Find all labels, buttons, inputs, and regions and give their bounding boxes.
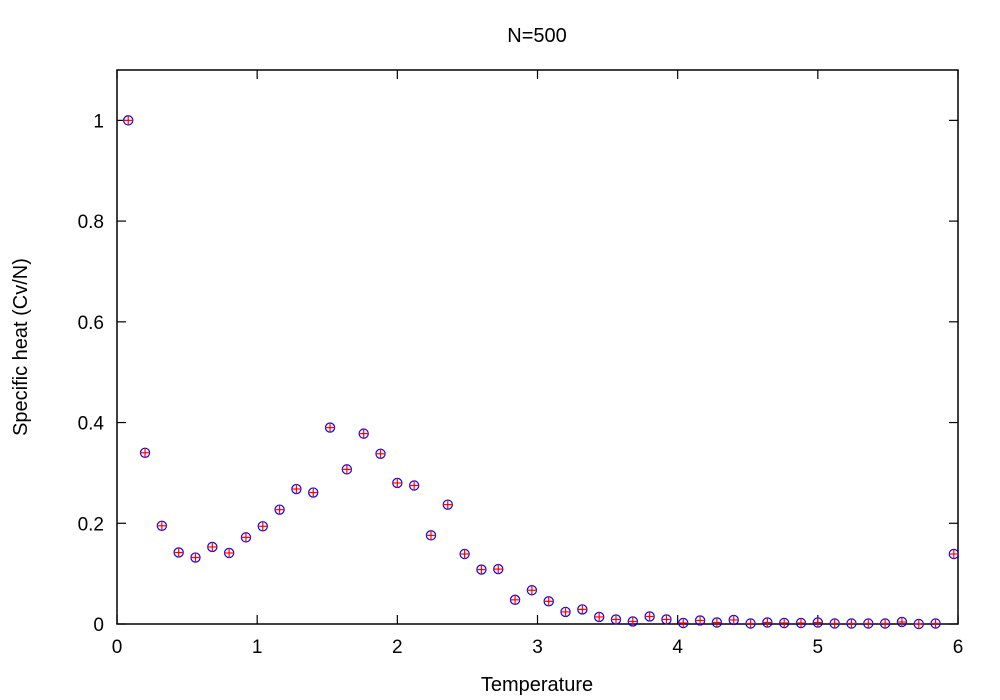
data-point — [577, 604, 588, 615]
data-point — [661, 614, 672, 625]
data-point — [123, 115, 134, 126]
data-point — [896, 616, 908, 628]
data-point — [627, 616, 639, 627]
data-point — [274, 504, 285, 515]
data-point — [829, 618, 840, 629]
y-axis-title: Specific heat (Cv/N) — [10, 258, 32, 436]
data-point — [863, 618, 874, 629]
data-point — [291, 483, 302, 495]
data-point — [930, 618, 941, 629]
data-point — [476, 564, 487, 575]
x-tick-label: 6 — [953, 637, 964, 658]
data-point — [948, 548, 959, 560]
data-point — [341, 464, 353, 475]
x-tick-label: 2 — [392, 637, 403, 658]
data-point — [678, 617, 689, 629]
data-point — [745, 618, 756, 629]
data-point — [375, 448, 386, 459]
x-tick-label: 5 — [813, 637, 824, 658]
chart-title: N=500 — [507, 25, 567, 47]
data-point — [543, 596, 554, 607]
data-point — [425, 530, 437, 541]
x-tick-label: 3 — [532, 637, 543, 658]
data-point — [358, 428, 369, 439]
data-point — [509, 594, 521, 606]
data-point — [207, 541, 218, 553]
data-point — [526, 585, 538, 596]
data-point — [156, 520, 168, 531]
data-point — [493, 563, 504, 575]
x-axis-title: Temperature — [481, 674, 593, 696]
data-point — [223, 547, 235, 559]
data-point — [308, 487, 319, 498]
data-point — [913, 618, 924, 630]
data-point — [257, 521, 268, 532]
y-tick-label: 1 — [93, 111, 104, 132]
data-point — [560, 606, 571, 618]
y-tick-label: 0.4 — [78, 414, 105, 435]
y-tick-label: 0.8 — [78, 212, 104, 233]
x-tick-label: 4 — [672, 637, 683, 658]
data-point — [593, 611, 605, 623]
axis-tick-labels: 0 1 2 3 4 5 6 0 0.2 0.4 0.6 0.8 1 — [78, 111, 964, 658]
data-point — [610, 614, 622, 625]
data-point — [728, 614, 739, 626]
data-point — [173, 547, 184, 558]
data-point — [795, 617, 807, 629]
data-point — [846, 618, 857, 629]
data-point — [240, 532, 252, 543]
x-tick-label: 0 — [112, 637, 123, 658]
x-tick-label: 1 — [252, 637, 263, 658]
data-point — [459, 548, 470, 560]
data-point — [762, 617, 773, 628]
data-point — [139, 447, 151, 458]
data-point — [778, 617, 790, 629]
axis-ticks — [116, 70, 959, 625]
data-point — [190, 552, 201, 563]
y-tick-label: 0.6 — [78, 313, 104, 334]
data-point — [694, 615, 706, 626]
y-tick-label: 0.2 — [78, 514, 104, 535]
y-tick-label: 0 — [93, 615, 104, 636]
data-point — [442, 499, 453, 510]
data-point — [711, 617, 723, 628]
data-point — [392, 477, 403, 489]
data-point — [879, 618, 891, 629]
data-point — [644, 611, 655, 622]
data-point — [324, 422, 336, 433]
data-point — [408, 480, 420, 491]
data-point — [812, 617, 824, 628]
data-points — [123, 115, 959, 630]
